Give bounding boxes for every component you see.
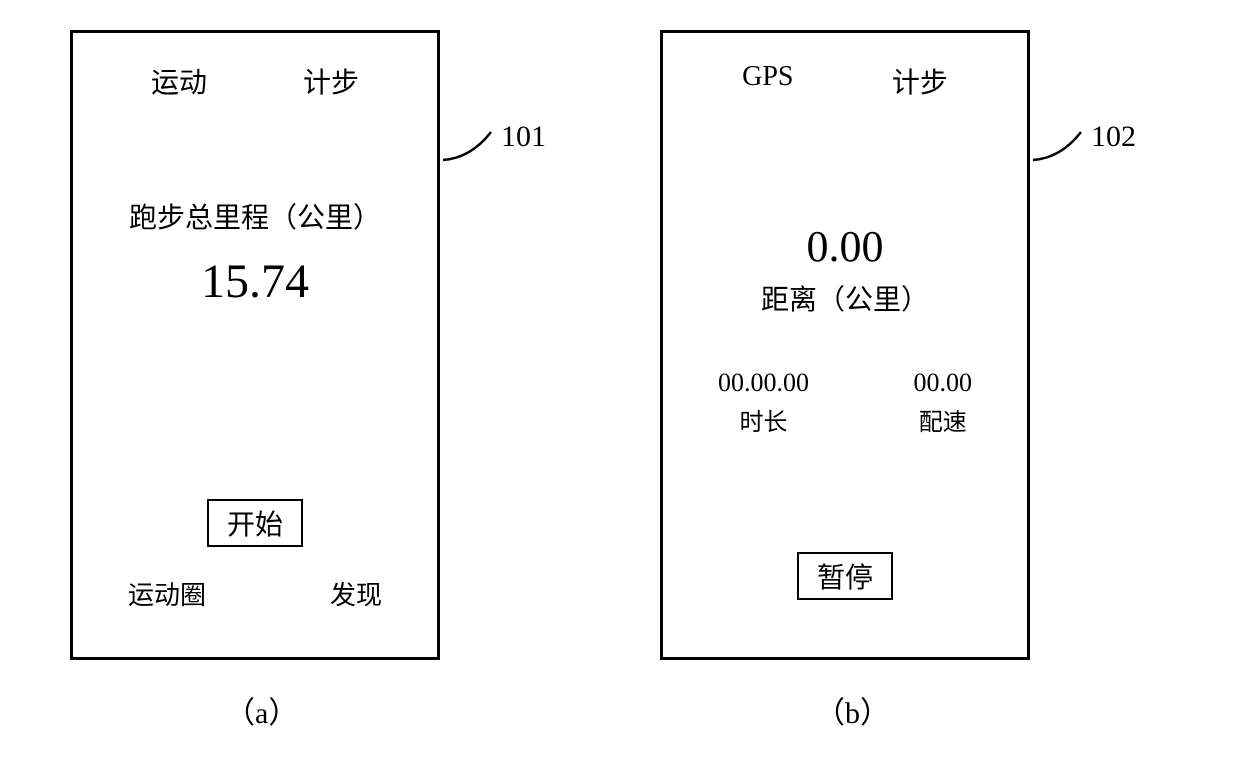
stat-duration: 00.00.00 时长	[718, 368, 809, 437]
start-button[interactable]: 开始	[207, 499, 303, 547]
phone-mockup-b: GPS 计步 0.00 距离（公里） 00.00.00 时长 00.00 配速 …	[660, 30, 1030, 660]
tab-gps[interactable]: GPS	[742, 61, 793, 101]
pace-label: 配速	[914, 402, 973, 437]
pace-value: 00.00	[914, 368, 973, 398]
tab-pedometer[interactable]: 计步	[892, 61, 948, 101]
nav-discover[interactable]: 发现	[330, 575, 382, 612]
pause-button[interactable]: 暂停	[797, 552, 893, 600]
duration-label: 时长	[718, 402, 809, 437]
stats-row: 00.00.00 时长 00.00 配速	[663, 368, 1027, 437]
tab-sport[interactable]: 运动	[151, 61, 207, 101]
callout-102-label: 102	[1091, 120, 1136, 154]
distance-label: 距离（公里）	[663, 278, 1027, 318]
bottom-nav: 运动圈 发现	[73, 575, 437, 612]
top-tabs: GPS 计步	[663, 33, 1027, 101]
phone-mockup-a: 运动 计步 跑步总里程（公里） 15.74 开始 运动圈 发现	[70, 30, 440, 660]
nav-sport-circle[interactable]: 运动圈	[128, 575, 206, 612]
tab-pedometer[interactable]: 计步	[303, 61, 359, 101]
stat-pace: 00.00 配速	[914, 368, 973, 437]
total-mileage-block: 跑步总里程（公里） 15.74	[73, 196, 437, 309]
top-tabs: 运动 计步	[73, 33, 437, 101]
caption-a: （a）	[225, 688, 298, 732]
distance-value: 0.00	[663, 221, 1027, 272]
caption-b: （b）	[815, 688, 890, 732]
duration-value: 00.00.00	[718, 368, 809, 398]
callout-101-label: 101	[501, 120, 546, 154]
total-mileage-value: 15.74	[73, 254, 437, 309]
total-mileage-label: 跑步总里程（公里）	[73, 196, 437, 236]
distance-block: 0.00 距离（公里）	[663, 221, 1027, 318]
